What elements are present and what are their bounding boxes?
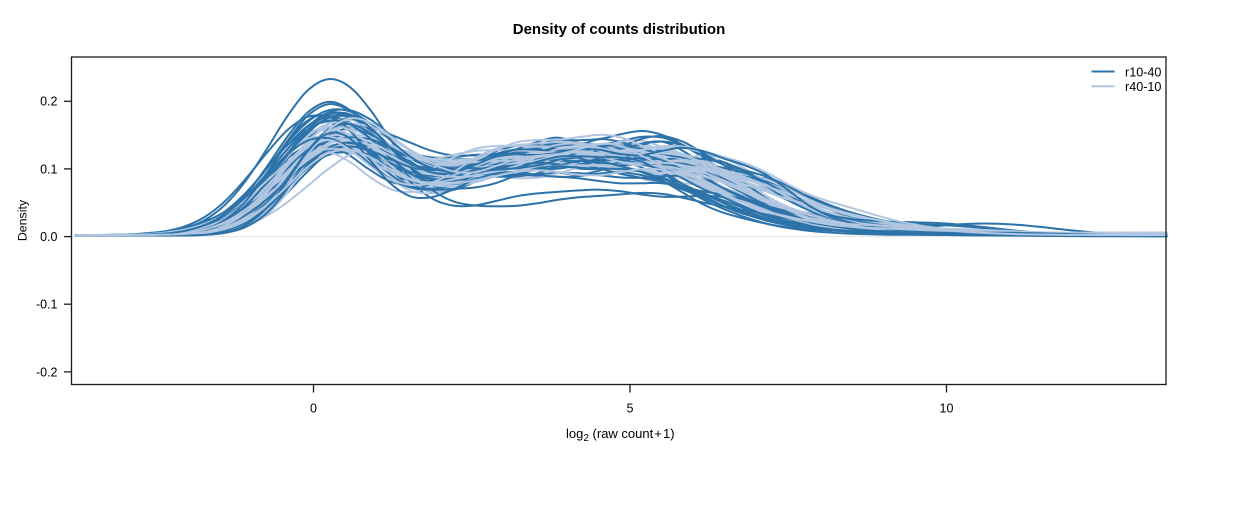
- svg-text:-0.2: -0.2: [36, 365, 58, 379]
- svg-text:r40-10: r40-10: [1125, 80, 1161, 94]
- svg-text:-0.1: -0.1: [36, 298, 58, 312]
- svg-text:0.0: 0.0: [40, 230, 57, 244]
- svg-text:Density: Density: [16, 199, 30, 241]
- svg-text:Density of counts distribution: Density of counts distribution: [513, 21, 726, 38]
- svg-text:r10-40: r10-40: [1125, 65, 1161, 79]
- svg-text:0.1: 0.1: [40, 162, 57, 176]
- svg-text:0.2: 0.2: [40, 95, 57, 109]
- svg-text:10: 10: [940, 401, 954, 415]
- svg-text:5: 5: [627, 401, 634, 415]
- svg-text:log2 (raw count + 1): log2 (raw count + 1): [566, 426, 675, 444]
- svg-text:0: 0: [310, 401, 317, 415]
